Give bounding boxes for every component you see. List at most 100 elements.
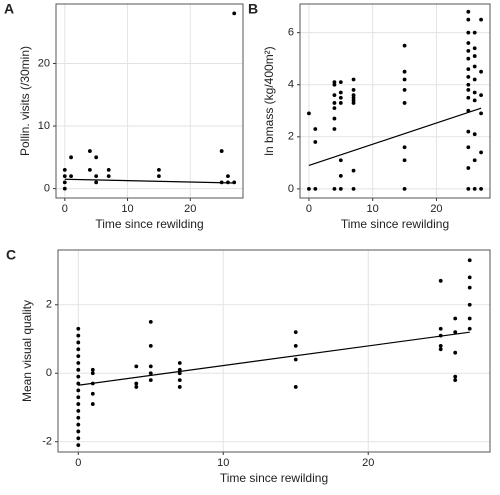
point <box>76 415 81 420</box>
point <box>453 378 458 383</box>
plot-frame <box>57 249 491 453</box>
point <box>76 333 81 338</box>
point <box>106 167 111 172</box>
point <box>148 371 153 376</box>
point <box>148 319 153 324</box>
point <box>467 326 472 331</box>
point <box>226 174 230 178</box>
point <box>76 436 81 441</box>
point <box>453 374 458 379</box>
x-tick-label: 20 <box>362 457 374 469</box>
point <box>402 145 407 150</box>
x-tick-label: 0 <box>75 457 81 469</box>
point <box>466 82 471 87</box>
point <box>332 80 337 85</box>
point <box>466 145 471 150</box>
point <box>134 364 139 369</box>
point <box>293 385 298 389</box>
point <box>76 443 81 448</box>
point <box>62 174 67 178</box>
point <box>69 155 73 160</box>
x-axis-label: Time since rewilding <box>341 217 449 231</box>
x-axis-label: Time since rewilding <box>95 217 203 231</box>
point <box>466 67 471 72</box>
point <box>472 98 477 103</box>
x-tick-label: 0 <box>306 203 312 215</box>
point <box>76 347 81 352</box>
point <box>307 186 311 191</box>
y-tick-label: 6 <box>288 27 294 39</box>
point <box>351 95 356 100</box>
point <box>351 168 356 173</box>
point <box>472 77 477 82</box>
point <box>438 343 443 348</box>
point <box>479 186 483 191</box>
point <box>351 88 356 92</box>
point <box>338 173 343 178</box>
x-axis-label: Time since rewilding <box>220 471 328 485</box>
point <box>472 158 477 163</box>
y-axis-label: Mean visual quality <box>20 300 34 402</box>
point <box>402 88 407 92</box>
point <box>351 101 356 105</box>
y-tick-label: 2 <box>288 131 294 143</box>
point <box>332 101 337 105</box>
x-tick-label: 20 <box>184 203 196 215</box>
point <box>402 158 407 163</box>
point <box>338 186 343 191</box>
point <box>332 186 337 191</box>
point <box>332 93 337 98</box>
point <box>479 150 483 155</box>
point <box>76 409 81 413</box>
y-tick-label: -2 <box>42 436 52 448</box>
point <box>402 43 407 48</box>
point <box>479 93 483 98</box>
point <box>351 77 356 82</box>
panel-label: B <box>248 1 258 17</box>
point <box>219 149 224 153</box>
panel-label: A <box>4 1 14 17</box>
point <box>466 95 471 100</box>
point <box>332 106 337 111</box>
point <box>90 402 95 406</box>
point <box>157 174 161 178</box>
point <box>467 285 472 290</box>
plot-frame <box>299 3 491 199</box>
point <box>351 98 356 103</box>
point <box>479 111 483 116</box>
point <box>76 429 81 434</box>
point <box>76 422 81 427</box>
point <box>438 326 443 331</box>
point <box>76 361 81 365</box>
point <box>472 90 477 95</box>
point <box>466 88 471 92</box>
point <box>62 180 67 185</box>
point <box>76 326 81 331</box>
point <box>466 17 471 22</box>
point <box>466 56 471 61</box>
point <box>90 367 95 372</box>
y-tick-label: 20 <box>38 57 50 69</box>
point <box>338 158 343 163</box>
point <box>106 174 111 178</box>
point <box>332 127 337 131</box>
point <box>293 343 298 348</box>
point <box>87 167 92 172</box>
point <box>76 340 81 345</box>
point <box>148 364 153 369</box>
point <box>466 166 471 170</box>
point <box>472 30 477 35</box>
point <box>90 391 95 396</box>
point <box>467 258 472 263</box>
panel-label: C <box>6 247 16 263</box>
point <box>177 371 182 376</box>
fit-line <box>64 178 235 184</box>
point <box>94 174 99 178</box>
y-tick-label: 2 <box>46 299 52 311</box>
point <box>177 361 182 365</box>
point <box>313 140 318 144</box>
point <box>76 402 81 406</box>
point <box>87 149 92 153</box>
point <box>351 186 356 191</box>
point <box>177 378 182 383</box>
